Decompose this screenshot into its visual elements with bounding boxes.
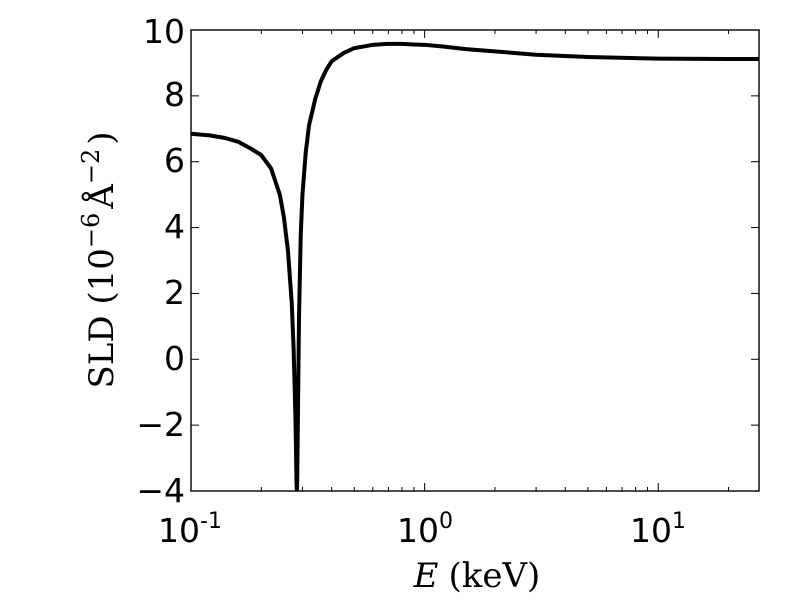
- x-tick-labels: 10-1 100 101: [158, 509, 686, 550]
- tick-layer: [190, 29, 759, 492]
- y-tick-label: 8: [164, 75, 185, 114]
- y-tick-label: 6: [164, 141, 185, 180]
- series-layer: [191, 41, 759, 491]
- y-tick-label: 4: [164, 207, 185, 246]
- x-tick-label: 100: [397, 509, 453, 550]
- plot-frame: [190, 29, 760, 492]
- series-line-0: [191, 41, 759, 491]
- y-tick-labels: −4 −2 0 2 4 6 8 10: [136, 12, 185, 510]
- x-axis-label: E (keV): [413, 556, 541, 596]
- y-tick-label: −4: [136, 471, 185, 510]
- y-tick-label: 2: [164, 273, 185, 312]
- x-tick-label: 10-1: [158, 509, 222, 550]
- y-tick-label: 10: [143, 12, 185, 51]
- y-tick-label: 0: [164, 339, 185, 378]
- x-tick-label: 101: [630, 509, 686, 550]
- y-tick-label: −2: [136, 405, 185, 444]
- y-axis-label: SLD (10−6Å−2): [77, 131, 122, 388]
